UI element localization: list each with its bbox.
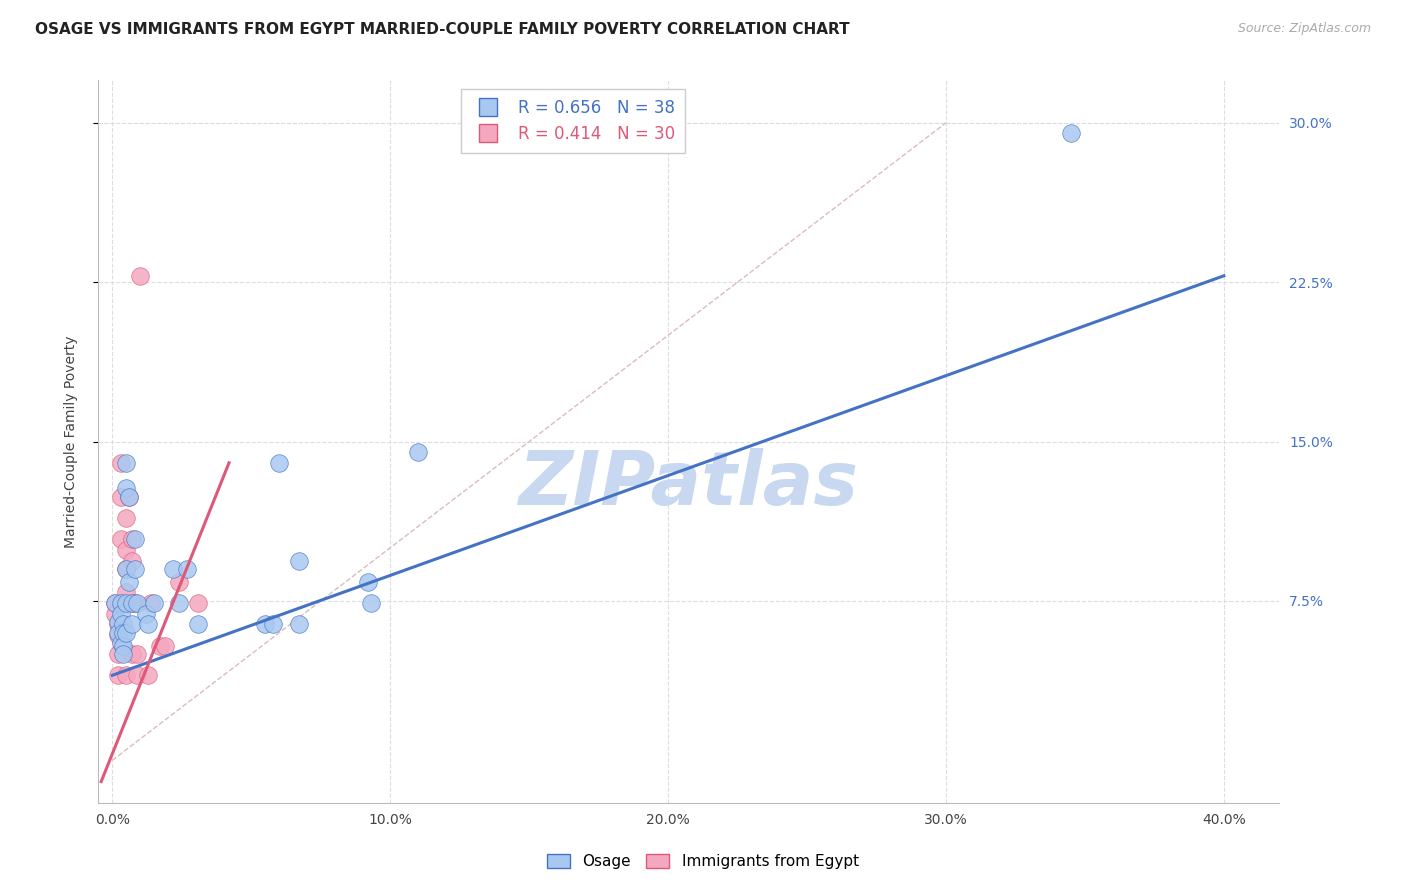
Point [187, 596, 209, 610]
Point [121, 617, 143, 632]
Point [110, 456, 132, 470]
Point [1060, 127, 1083, 141]
Point [124, 596, 146, 610]
Point [148, 639, 170, 653]
Point [107, 617, 129, 632]
Point [127, 647, 149, 661]
Point [110, 636, 132, 650]
Text: ZIPatlas: ZIPatlas [519, 449, 859, 522]
Point [110, 490, 132, 504]
Point [121, 533, 143, 547]
Point [107, 625, 129, 640]
Legend: R = 0.656   N = 38, R = 0.414   N = 30: R = 0.656 N = 38, R = 0.414 N = 30 [461, 88, 685, 153]
Point [112, 625, 135, 640]
Point [138, 668, 160, 682]
Point [176, 562, 198, 576]
Point [267, 456, 290, 470]
Point [287, 553, 309, 567]
Point [115, 596, 138, 610]
Point [357, 574, 380, 589]
Point [287, 617, 309, 632]
Point [104, 596, 127, 610]
Point [360, 596, 382, 610]
Point [112, 639, 135, 653]
Point [118, 574, 141, 589]
Point [263, 617, 285, 632]
Point [141, 596, 163, 610]
Point [143, 596, 166, 610]
Point [124, 562, 146, 576]
Text: OSAGE VS IMMIGRANTS FROM EGYPT MARRIED-COUPLE FAMILY POVERTY CORRELATION CHART: OSAGE VS IMMIGRANTS FROM EGYPT MARRIED-C… [35, 22, 849, 37]
Point [127, 668, 149, 682]
Point [129, 268, 152, 283]
Point [115, 562, 138, 576]
Point [107, 628, 129, 642]
Point [121, 553, 143, 567]
Point [115, 456, 138, 470]
Point [118, 490, 141, 504]
Point [138, 617, 160, 632]
Point [112, 647, 135, 661]
Text: Source: ZipAtlas.com: Source: ZipAtlas.com [1237, 22, 1371, 36]
Point [107, 668, 129, 682]
Point [121, 596, 143, 610]
Point [121, 596, 143, 610]
Point [124, 533, 146, 547]
Point [107, 615, 129, 630]
Point [167, 574, 190, 589]
Point [104, 607, 127, 621]
Point [115, 668, 138, 682]
Point [110, 533, 132, 547]
Point [115, 585, 138, 599]
Point [127, 596, 149, 610]
Point [135, 607, 157, 621]
Point [110, 596, 132, 610]
Point [167, 596, 190, 610]
Point [110, 596, 132, 610]
Point [104, 596, 127, 610]
Point [121, 647, 143, 661]
Point [187, 617, 209, 632]
Point [107, 647, 129, 661]
Y-axis label: Married-Couple Family Poverty: Married-Couple Family Poverty [63, 335, 77, 548]
Point [254, 617, 277, 632]
Point [115, 562, 138, 576]
Point [153, 639, 176, 653]
Point [112, 617, 135, 632]
Point [115, 481, 138, 495]
Point [118, 490, 141, 504]
Point [115, 542, 138, 557]
Legend: Osage, Immigrants from Egypt: Osage, Immigrants from Egypt [541, 848, 865, 875]
Point [406, 445, 429, 459]
Point [110, 607, 132, 621]
Point [115, 625, 138, 640]
Point [115, 511, 138, 525]
Point [162, 562, 184, 576]
